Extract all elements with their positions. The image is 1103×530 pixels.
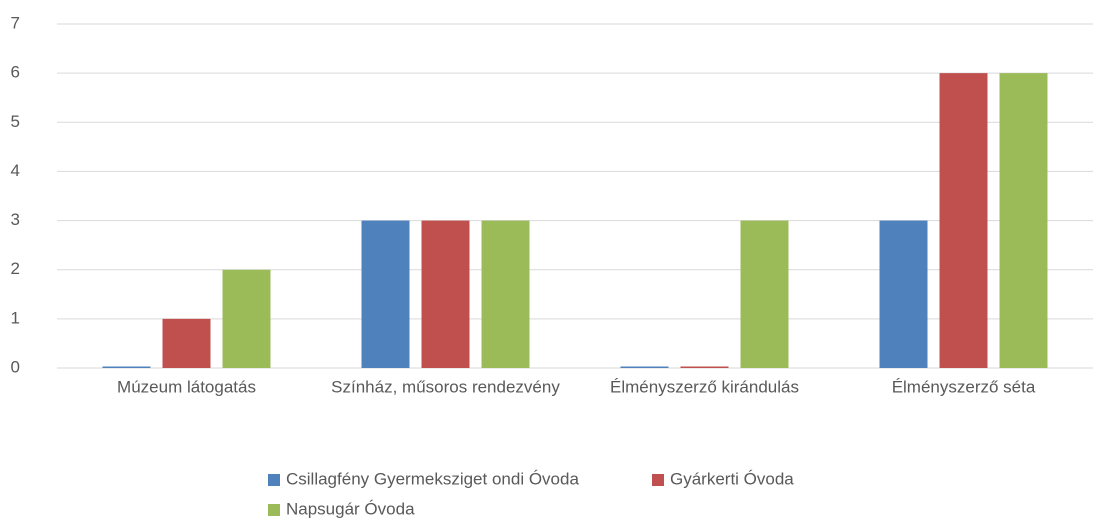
bar [361,220,410,368]
bar [222,269,271,368]
bar [939,73,988,369]
x-tick-label: Élményszerző kirándulás [610,377,799,396]
x-tick-label: Múzeum látogatás [117,377,256,396]
y-tick-label: 0 [11,357,20,376]
legend-swatch [652,474,664,486]
y-tick-label: 1 [11,308,20,327]
x-tick-label: Élményszerző séta [892,377,1036,396]
y-tick-label: 6 [11,63,20,82]
y-tick-label: 5 [11,112,20,131]
y-tick-label: 4 [11,161,20,180]
legend-label: Napsugár Óvoda [286,499,415,518]
bar [481,220,530,368]
x-tick-label: Színház, műsoros rendezvény [331,377,560,396]
legend-label: Gyárkerti Óvoda [670,469,794,488]
legend-swatch [268,504,280,516]
bar [102,366,151,368]
bar [421,220,470,368]
bar [879,220,928,368]
y-tick-label: 7 [11,13,20,32]
bar [999,73,1048,369]
y-tick-label: 2 [11,259,20,278]
bar [740,220,789,368]
y-tick-label: 3 [11,210,20,229]
bar [680,366,729,368]
bar [162,318,211,368]
legend-swatch [268,474,280,486]
legend-label: Csillagfény Gyermeksziget ondi Óvoda [286,469,579,488]
bar [620,366,669,368]
